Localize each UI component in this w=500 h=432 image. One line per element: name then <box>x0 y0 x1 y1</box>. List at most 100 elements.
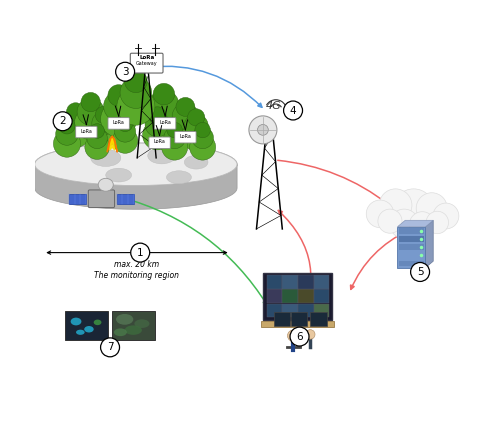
FancyBboxPatch shape <box>263 273 332 320</box>
FancyBboxPatch shape <box>314 289 330 303</box>
Circle shape <box>95 106 112 123</box>
Ellipse shape <box>114 328 127 336</box>
Ellipse shape <box>184 155 208 169</box>
Ellipse shape <box>258 124 268 135</box>
FancyBboxPatch shape <box>261 321 334 327</box>
FancyBboxPatch shape <box>108 118 130 129</box>
Circle shape <box>162 134 188 160</box>
FancyBboxPatch shape <box>134 106 138 124</box>
Circle shape <box>390 209 419 238</box>
FancyBboxPatch shape <box>399 228 424 234</box>
Polygon shape <box>426 220 433 268</box>
Polygon shape <box>110 139 115 150</box>
Text: 3: 3 <box>122 67 128 77</box>
FancyBboxPatch shape <box>274 312 290 326</box>
Circle shape <box>149 90 179 120</box>
Circle shape <box>90 124 104 138</box>
Circle shape <box>85 135 110 159</box>
Circle shape <box>416 193 447 224</box>
Circle shape <box>393 189 434 230</box>
Circle shape <box>288 330 298 341</box>
FancyBboxPatch shape <box>130 53 163 73</box>
Text: 4: 4 <box>290 105 296 115</box>
Circle shape <box>108 85 130 106</box>
FancyBboxPatch shape <box>112 311 155 340</box>
Circle shape <box>145 112 170 137</box>
Text: LoRa: LoRa <box>180 134 192 139</box>
FancyBboxPatch shape <box>66 311 108 340</box>
Text: LoRa: LoRa <box>159 120 171 125</box>
Circle shape <box>112 128 138 153</box>
FancyBboxPatch shape <box>116 194 134 203</box>
Circle shape <box>60 117 91 147</box>
Circle shape <box>188 109 205 126</box>
Text: 6: 6 <box>296 332 303 342</box>
FancyBboxPatch shape <box>266 276 282 289</box>
Ellipse shape <box>94 320 102 325</box>
Text: 1: 1 <box>137 248 143 257</box>
FancyBboxPatch shape <box>314 276 330 289</box>
Circle shape <box>182 122 210 151</box>
FancyBboxPatch shape <box>194 137 198 150</box>
FancyBboxPatch shape <box>314 304 330 317</box>
Circle shape <box>53 112 72 131</box>
Circle shape <box>433 203 459 229</box>
FancyBboxPatch shape <box>116 119 121 137</box>
FancyBboxPatch shape <box>88 124 92 139</box>
Circle shape <box>306 330 315 339</box>
FancyBboxPatch shape <box>201 147 204 159</box>
FancyBboxPatch shape <box>88 190 115 208</box>
Circle shape <box>164 127 186 149</box>
Circle shape <box>290 327 309 346</box>
FancyBboxPatch shape <box>124 141 126 152</box>
Ellipse shape <box>70 318 82 325</box>
Circle shape <box>378 209 402 233</box>
Polygon shape <box>398 220 433 227</box>
Circle shape <box>92 111 116 135</box>
Circle shape <box>81 92 100 112</box>
Text: 5: 5 <box>417 267 424 277</box>
FancyBboxPatch shape <box>184 128 188 143</box>
Circle shape <box>104 91 134 121</box>
Circle shape <box>116 62 134 81</box>
Circle shape <box>192 127 214 149</box>
Circle shape <box>426 211 448 234</box>
Circle shape <box>90 119 118 147</box>
Text: LoRa: LoRa <box>80 129 92 133</box>
PathPatch shape <box>34 164 237 209</box>
Circle shape <box>170 112 202 144</box>
FancyBboxPatch shape <box>76 126 97 138</box>
Ellipse shape <box>76 330 84 335</box>
Ellipse shape <box>106 168 132 182</box>
Ellipse shape <box>34 143 237 186</box>
Text: 7: 7 <box>106 342 114 353</box>
Circle shape <box>167 122 182 138</box>
Circle shape <box>118 117 132 132</box>
Ellipse shape <box>84 326 94 333</box>
Polygon shape <box>107 136 118 152</box>
Ellipse shape <box>90 149 121 166</box>
Circle shape <box>379 189 412 222</box>
Circle shape <box>410 212 435 238</box>
Circle shape <box>146 100 182 136</box>
Text: LoRa: LoRa <box>112 120 124 125</box>
Circle shape <box>153 83 174 105</box>
Circle shape <box>74 107 107 140</box>
FancyBboxPatch shape <box>154 118 176 129</box>
Circle shape <box>114 121 136 142</box>
Circle shape <box>120 77 152 108</box>
FancyBboxPatch shape <box>96 147 98 159</box>
Circle shape <box>87 128 108 149</box>
FancyBboxPatch shape <box>266 289 282 303</box>
FancyBboxPatch shape <box>149 137 171 149</box>
FancyBboxPatch shape <box>173 147 176 159</box>
Circle shape <box>100 338 119 357</box>
FancyBboxPatch shape <box>162 118 166 135</box>
FancyBboxPatch shape <box>298 304 314 317</box>
FancyBboxPatch shape <box>310 312 326 326</box>
FancyBboxPatch shape <box>69 194 86 203</box>
FancyBboxPatch shape <box>399 245 424 250</box>
FancyBboxPatch shape <box>74 132 78 147</box>
FancyBboxPatch shape <box>156 135 159 149</box>
FancyBboxPatch shape <box>174 131 196 143</box>
